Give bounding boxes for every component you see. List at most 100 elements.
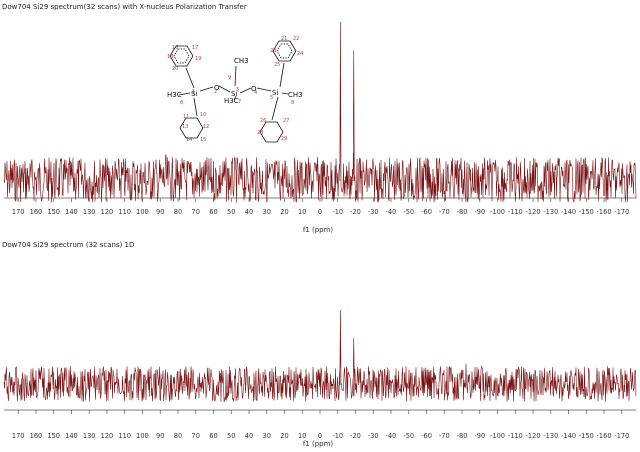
x-tick-label: -120: [526, 208, 541, 216]
x-tick-label: 140: [65, 208, 78, 216]
x-tick-label: 110: [118, 208, 131, 216]
spectrum-panel-top: Dow704 Si29 spectrum(32 scans) with X-nu…: [2, 3, 637, 234]
atom-number: 22: [293, 36, 299, 42]
x-tick-label: 40: [245, 432, 253, 440]
x-tick-label: 90: [156, 432, 164, 440]
atom-number: 1: [192, 89, 195, 95]
x-tick-label: -170: [614, 432, 629, 440]
x-tick-label: -110: [508, 432, 523, 440]
x-tick-label: -70: [439, 432, 450, 440]
x-tick-label: -150: [579, 432, 594, 440]
x-tick-label: -70: [439, 208, 450, 216]
atom-label: H3C: [224, 97, 239, 105]
x-tick-label: 50: [227, 432, 235, 440]
atom-number: 23: [270, 48, 276, 54]
x-tick-label: 60: [209, 432, 217, 440]
x-tick-label: -130: [543, 208, 558, 216]
x-tick-label: 170: [12, 432, 25, 440]
x-tick-label: -110: [508, 208, 523, 216]
atom-number: 11: [183, 114, 189, 120]
x-ticks: 170 160 150 140 130 120 110 100 90 80 70 60 50 40 30 20…: [12, 410, 629, 440]
x-tick-label: -50: [403, 432, 414, 440]
x-tick-label: 150: [47, 208, 60, 216]
x-tick-label: 60: [209, 208, 217, 216]
x-tick-label: 70: [192, 432, 200, 440]
x-tick-label: 140: [65, 432, 78, 440]
atom-label: O: [251, 85, 257, 93]
x-tick-label: -60: [421, 432, 432, 440]
atom-number: 28: [257, 130, 263, 136]
x-tick-label: -40: [386, 432, 397, 440]
x-tick-label: 80: [174, 432, 182, 440]
phenyl-ring-inner: [173, 48, 190, 64]
bond: [256, 87, 272, 92]
x-tick-label: 10: [298, 208, 306, 216]
bond: [185, 67, 195, 89]
phenyl-ring-inner: [276, 43, 293, 59]
bond: [279, 62, 285, 88]
atom-label: H3C: [167, 91, 182, 99]
x-tick-label: -100: [490, 432, 505, 440]
phenyl-ring-right-top: [272, 40, 297, 62]
x-tick-label: -30: [368, 432, 379, 440]
atom-number: 10: [200, 112, 206, 118]
x-tick-label: -60: [421, 208, 432, 216]
spectrum-panel-bottom: Dow704 Si29 spectrum (32 scans) 1D 170 16…: [2, 241, 637, 448]
bond: [178, 92, 191, 96]
atom-number: 18: [167, 54, 173, 60]
x-tick-label: -20: [350, 432, 361, 440]
phenyl-ring-left-bottom: [179, 117, 204, 139]
x-tick-label: -160: [597, 208, 612, 216]
x-tick-label: -10: [332, 208, 343, 216]
atom-number: 15: [200, 137, 206, 143]
atom-label: Si: [272, 89, 278, 97]
x-tick-label: -50: [403, 208, 414, 216]
x-tick-label: -80: [457, 208, 468, 216]
phenyl-ring-left-top: [169, 45, 194, 67]
atom-number: 5: [270, 95, 273, 101]
x-tick-label: 100: [136, 432, 149, 440]
bond: [233, 95, 237, 101]
x-tick-label: -90: [474, 432, 485, 440]
x-tick-label: 0: [318, 208, 322, 216]
atom-number: 24: [297, 51, 303, 57]
x-tick-label: 0: [318, 432, 322, 440]
atom-number: 19: [195, 56, 201, 62]
x-tick-label: 170: [12, 208, 25, 216]
x-tick-label: 30: [263, 432, 271, 440]
x-tick-label: -170: [614, 208, 629, 216]
x-tick-label: -140: [561, 208, 576, 216]
atom-number: 16: [172, 45, 178, 51]
x-tick-label: 70: [192, 208, 200, 216]
x-tick-label: -130: [543, 432, 558, 440]
x-tick-label: 40: [245, 208, 253, 216]
x-tick-label: -120: [526, 432, 541, 440]
x-tick-label: 20: [280, 432, 288, 440]
atom-number: 29: [281, 136, 287, 142]
x-tick-label: -100: [490, 208, 505, 216]
atom-label: Si: [231, 90, 237, 98]
spectrum-trace: [3, 21, 637, 203]
atom-label: Si: [191, 90, 197, 98]
atom-number: 17: [192, 45, 198, 51]
bond: [281, 92, 289, 95]
x-tick-label: 150: [47, 432, 60, 440]
x-tick-label: 160: [30, 208, 43, 216]
atom-number: 7: [238, 99, 241, 105]
x-tick-label: 50: [227, 208, 235, 216]
atom-number: 14: [186, 137, 192, 143]
atom-number: 9: [228, 75, 231, 81]
atom-number: 2: [214, 89, 217, 95]
atom-number: 12: [203, 124, 209, 130]
atom-number: 25: [274, 62, 280, 68]
x-tick-label: 20: [280, 208, 288, 216]
atom-label: O: [214, 84, 220, 92]
bond: [234, 65, 237, 87]
x-tick-label: 100: [136, 208, 149, 216]
bond: [271, 96, 279, 121]
spectrum-trace: [3, 309, 637, 402]
atom-number: 4: [254, 90, 257, 96]
x-tick-label: 120: [101, 432, 114, 440]
